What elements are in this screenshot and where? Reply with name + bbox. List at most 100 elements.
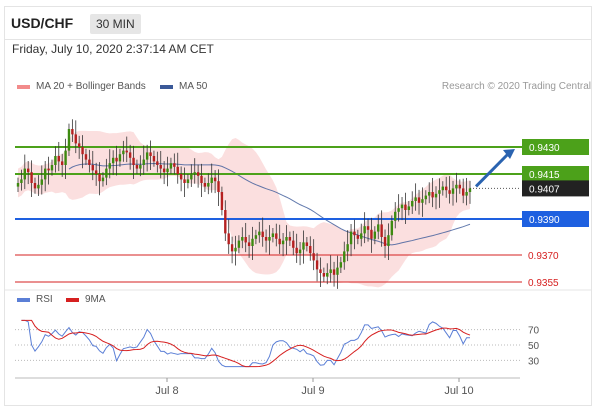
candle (227, 219, 230, 254)
candle-body (441, 186, 445, 191)
candle-body (448, 190, 451, 194)
candle-body (383, 237, 387, 246)
candle (438, 178, 441, 208)
candle-body (380, 224, 383, 237)
candle (275, 223, 278, 247)
candle-body (234, 247, 237, 252)
candle (421, 187, 424, 217)
candle-body (200, 175, 203, 183)
candle-body (142, 159, 145, 165)
candle-body (462, 188, 465, 196)
candle (343, 241, 346, 270)
datetime-label: Friday, July 10, 2020 2:37:14 AM CET (12, 42, 214, 56)
candle-body (326, 273, 329, 277)
candle (47, 156, 50, 185)
candle-body (377, 224, 380, 232)
candle (465, 177, 468, 206)
candle-body (33, 183, 37, 189)
candle-body (312, 253, 315, 261)
candle-body (424, 195, 428, 200)
candle (60, 153, 64, 177)
forecast-arrow-shaft (474, 151, 511, 188)
candle (363, 212, 366, 244)
candle-body (329, 269, 332, 273)
candle (64, 138, 67, 180)
candle (370, 217, 373, 253)
candle (434, 186, 438, 210)
candle-body (179, 174, 183, 180)
candle (105, 158, 108, 186)
rsi-swatch (17, 297, 30, 302)
rsi-tick-label: 50 (528, 341, 540, 352)
ma50-swatch (160, 84, 173, 89)
candle-body (159, 165, 162, 169)
candle (261, 217, 264, 247)
price-level-0.9370: 0.9370 (15, 251, 559, 262)
candle (383, 229, 387, 258)
candle (81, 135, 84, 169)
level-badge (522, 139, 589, 155)
candle-body (431, 192, 434, 198)
candle-body (414, 197, 417, 201)
candle-body (468, 188, 472, 192)
forecast-arrow-head (503, 149, 515, 159)
candle (431, 177, 434, 208)
ma50-label: MA 50 (179, 81, 208, 92)
price-level-0.9407: 0.9407 (470, 180, 589, 197)
candle-body (421, 199, 424, 203)
candle (244, 222, 247, 253)
candle-body (122, 150, 125, 155)
candle-body (43, 168, 47, 180)
timeframe-button[interactable]: 30 MIN (90, 14, 141, 34)
candle (220, 186, 224, 216)
candle-body (224, 210, 227, 234)
candle-body (88, 159, 91, 165)
candle (462, 178, 465, 204)
candle (448, 176, 451, 204)
candle-body (193, 172, 196, 174)
candle-body (23, 168, 26, 180)
candle-body (458, 184, 462, 189)
candle-body (455, 184, 458, 189)
candle-body (298, 249, 302, 254)
candle-body (400, 204, 404, 209)
candle-body (111, 157, 115, 164)
candle (71, 119, 74, 142)
candle (417, 189, 421, 215)
candle (210, 163, 213, 193)
candle (445, 176, 448, 198)
candle-body (356, 235, 360, 239)
candles (16, 119, 472, 289)
candle (94, 162, 98, 186)
candle (33, 177, 37, 194)
candle-body (397, 208, 400, 212)
candle-body (101, 177, 105, 182)
candle-body (139, 165, 142, 169)
candle-body (173, 163, 176, 167)
candle (322, 267, 326, 282)
candle-body (203, 183, 207, 187)
candle (203, 177, 207, 192)
candle-body (135, 165, 139, 169)
ma50-line (68, 163, 471, 246)
candle-body (278, 238, 281, 245)
candle (360, 223, 363, 247)
candle (183, 167, 186, 198)
candle-body (118, 154, 122, 162)
candle (230, 236, 234, 264)
candle (451, 180, 455, 206)
candle (74, 120, 77, 154)
level-badge (522, 180, 589, 197)
x-tick-label: Jul 9 (301, 385, 324, 397)
candle (128, 144, 132, 170)
candle-body (366, 226, 370, 230)
9ma-line (21, 319, 471, 368)
ma20-label: MA 20 + Bollinger Bands (36, 81, 146, 92)
candle-body (152, 156, 156, 162)
candle (67, 123, 71, 156)
x-tick-label: Jul 8 (155, 385, 178, 397)
candle-body (220, 192, 224, 210)
candle-body (387, 235, 390, 246)
candle (268, 225, 271, 255)
candle-body (169, 163, 173, 169)
